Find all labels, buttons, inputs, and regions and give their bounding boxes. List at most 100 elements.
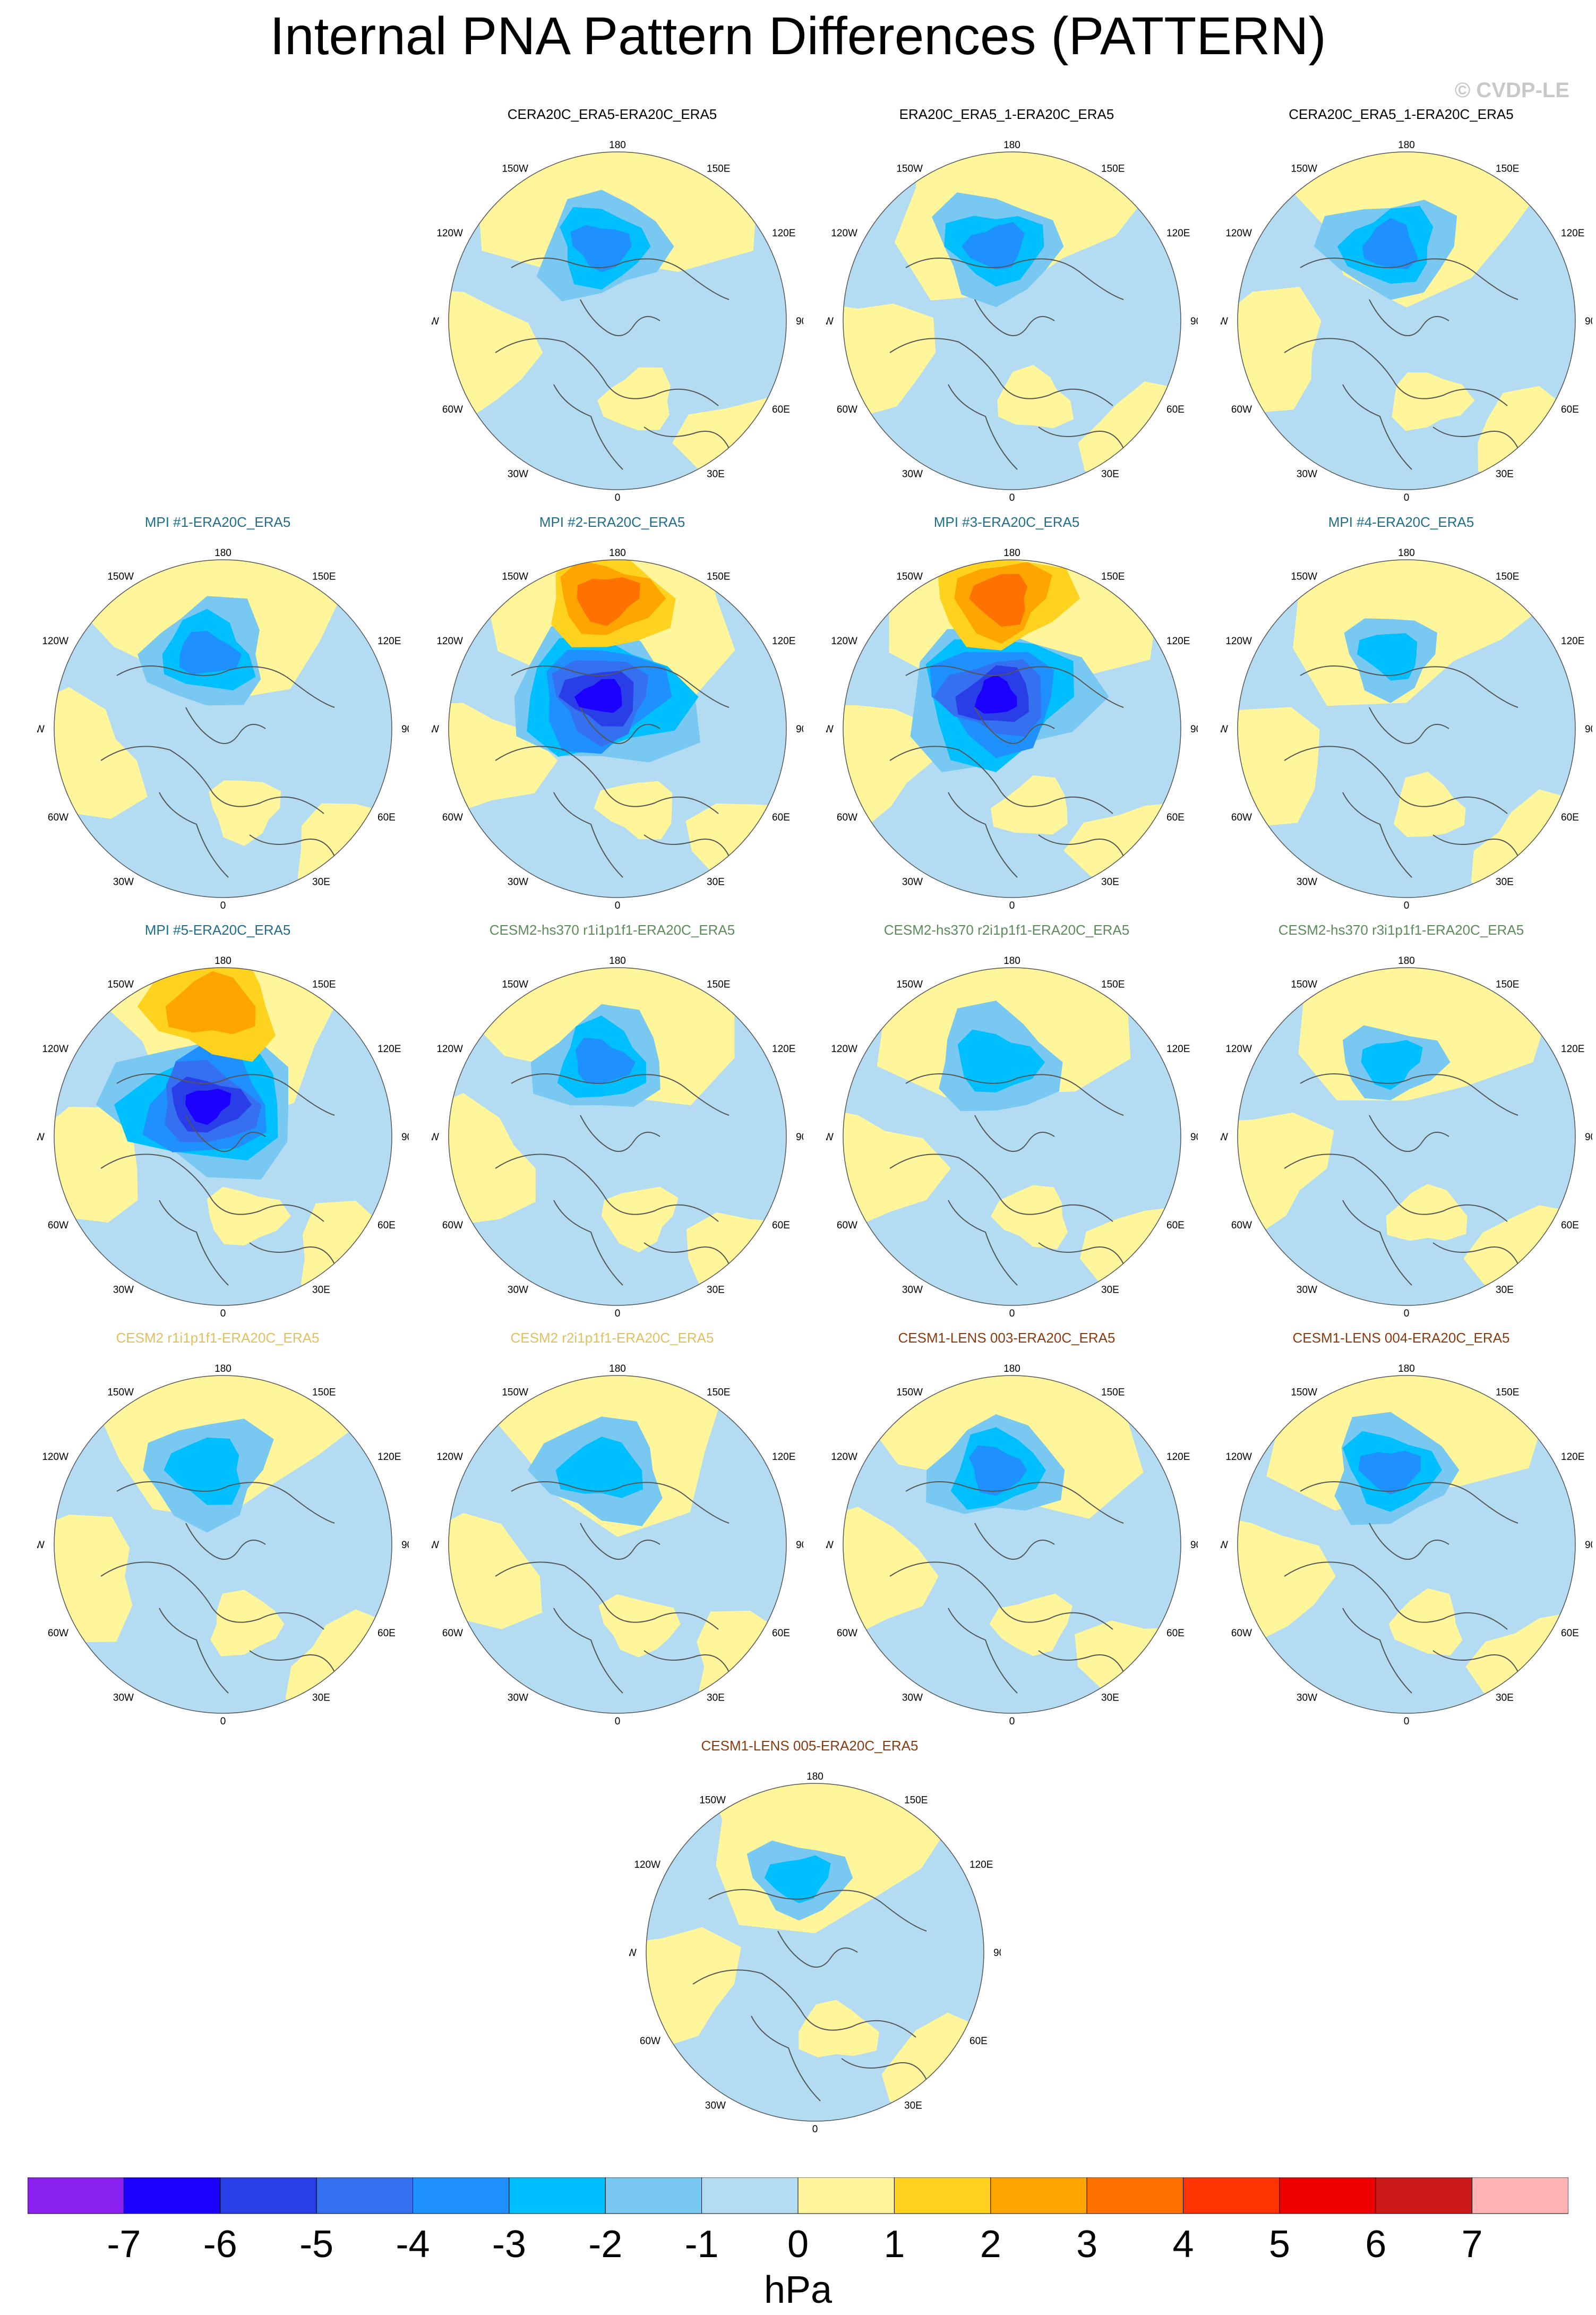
longitude-label: 120W	[634, 1859, 660, 1870]
panel-title: CESM2 r1i1p1f1-ERA20C_ERA5	[116, 1330, 320, 1346]
colorbar-tick-label: -2	[588, 2223, 622, 2262]
field-positive-region	[991, 1185, 1068, 1249]
colorbar-swatch	[1472, 2177, 1568, 2214]
longitude-label: 0	[1009, 1308, 1015, 1317]
field-positive-region	[989, 1593, 1073, 1656]
longitude-label: 120W	[42, 1044, 68, 1055]
colorbar-tick-label: -5	[299, 2223, 333, 2262]
longitude-label: 60W	[48, 812, 68, 823]
longitude-label: 180	[1398, 140, 1415, 151]
coastlines	[100, 665, 335, 878]
colorbar-swatch	[990, 2177, 1087, 2214]
longitude-label: 30E	[1496, 1693, 1514, 1704]
longitude-label: 150E	[1496, 164, 1519, 175]
longitude-label: 150E	[312, 1387, 336, 1398]
longitude-label: 30W	[113, 1693, 134, 1704]
longitude-label: 60E	[377, 1628, 396, 1639]
longitude-label: 30E	[707, 877, 725, 888]
contour-negative	[1357, 633, 1418, 681]
longitude-label: 120E	[1561, 636, 1584, 647]
longitude-label: 120W	[831, 636, 857, 647]
field-positive-region	[54, 1107, 138, 1223]
longitude-label: 180	[214, 1363, 231, 1374]
longitude-label: 30W	[705, 2100, 726, 2112]
field-positive-region	[1238, 1513, 1336, 1644]
longitude-label: 60E	[1561, 404, 1579, 415]
contour-negative	[164, 1437, 241, 1505]
longitude-label: 60W	[442, 1628, 463, 1639]
longitude-label: 0	[220, 1308, 226, 1317]
longitude-label: 30E	[1496, 469, 1514, 480]
coastlines	[100, 1481, 335, 1694]
coastlines	[889, 1481, 1124, 1694]
panel-title: MPI #4-ERA20C_ERA5	[1328, 514, 1474, 530]
field-positive-region	[54, 1514, 133, 1643]
field-positive-region	[1238, 287, 1322, 413]
contour-negative	[574, 679, 622, 713]
colorbar-swatch	[701, 2177, 799, 2214]
longitude-label: 150E	[1101, 571, 1125, 583]
coastlines	[495, 1073, 730, 1286]
longitude-label: 30E	[904, 2100, 922, 2112]
longitude-label: 30E	[1496, 1285, 1514, 1296]
longitude-label: 150E	[312, 571, 336, 583]
colorbar: -7 -6 -5 -4 -3 -2 -1 0 1 2 3 4 5 6 7	[28, 2177, 1568, 2262]
longitude-label: 0	[1009, 1716, 1015, 1725]
map-border	[843, 967, 1181, 1306]
longitude-label: 90E	[1585, 724, 1592, 735]
panel-title: MPI #5-ERA20C_ERA5	[144, 922, 291, 938]
longitude-label: 90W	[629, 1947, 637, 1959]
map-border	[448, 967, 787, 1306]
contour-negative	[575, 1037, 636, 1084]
longitude-label: 90E	[1585, 1540, 1592, 1551]
colorbar-tick-label: 0	[787, 2223, 809, 2262]
longitude-label: 150E	[904, 1795, 928, 1806]
coastlines	[889, 1073, 1124, 1286]
longitude-label: 180	[609, 140, 626, 151]
longitude-label: 0	[812, 2124, 818, 2133]
longitude-label: 60W	[442, 1220, 463, 1231]
longitude-label: 150E	[1101, 979, 1125, 990]
longitude-label: 180	[609, 1363, 626, 1374]
longitude-label: 0	[220, 1716, 226, 1725]
map-border	[1237, 151, 1576, 490]
longitude-label: 60W	[1231, 1628, 1252, 1639]
longitude-label: 120E	[772, 1044, 795, 1055]
longitude-label: 150W	[699, 1795, 726, 1806]
longitude-label: 90E	[1190, 1132, 1198, 1143]
colorbar-swatch	[28, 2177, 124, 2214]
colorbar-unit: hPa	[763, 2269, 833, 2311]
longitude-label: 120E	[1166, 636, 1190, 647]
longitude-label: 60E	[1166, 1220, 1185, 1231]
contour-negative	[1362, 218, 1419, 270]
longitude-label: 120W	[831, 1451, 857, 1463]
longitude-label: 180	[1398, 955, 1415, 967]
longitude-label: 150W	[502, 571, 528, 583]
longitude-label: 30E	[707, 1285, 725, 1296]
field-positive-region	[601, 1186, 679, 1253]
polar-map: 180 150E 120E 90E 60E 30E 0 30W 60W 90W 120W 150W	[432, 548, 803, 909]
coastlines	[889, 665, 1124, 878]
longitude-label: 150E	[707, 164, 730, 175]
polar-map: 180 150E 120E 90E 60E 30E 0 30W 60W 90W 120W 150W	[1221, 548, 1592, 909]
polar-map: 180 150E 120E 90E 60E 30E 0 30W 60W 90W 120W 150W	[432, 140, 803, 501]
polar-map: 180 150E 120E 90E 60E 30E 0 30W 60W 90W 120W 150W	[1221, 1363, 1592, 1725]
longitude-label: 30E	[707, 469, 725, 480]
longitude-label: 90E	[796, 316, 803, 327]
panel-title: MPI #2-ERA20C_ERA5	[539, 514, 685, 530]
longitude-label: 150W	[1291, 571, 1317, 583]
longitude-label: 180	[806, 1771, 823, 1782]
field-positive-region	[1238, 1112, 1334, 1238]
longitude-label: 0	[1404, 492, 1410, 501]
longitude-label: 30W	[902, 469, 923, 480]
longitude-label: 60E	[377, 1220, 396, 1231]
longitude-label: 90W	[826, 724, 834, 735]
colorbar-tick-label: 7	[1462, 2223, 1483, 2262]
longitude-label: 90E	[796, 1540, 803, 1551]
longitude-label: 120W	[1225, 228, 1252, 239]
longitude-label: 90E	[1190, 724, 1198, 735]
longitude-label: 60E	[1166, 404, 1185, 415]
field-positive-region	[449, 1093, 536, 1226]
longitude-label: 90E	[796, 1132, 803, 1143]
longitude-label: 90W	[826, 1132, 834, 1143]
